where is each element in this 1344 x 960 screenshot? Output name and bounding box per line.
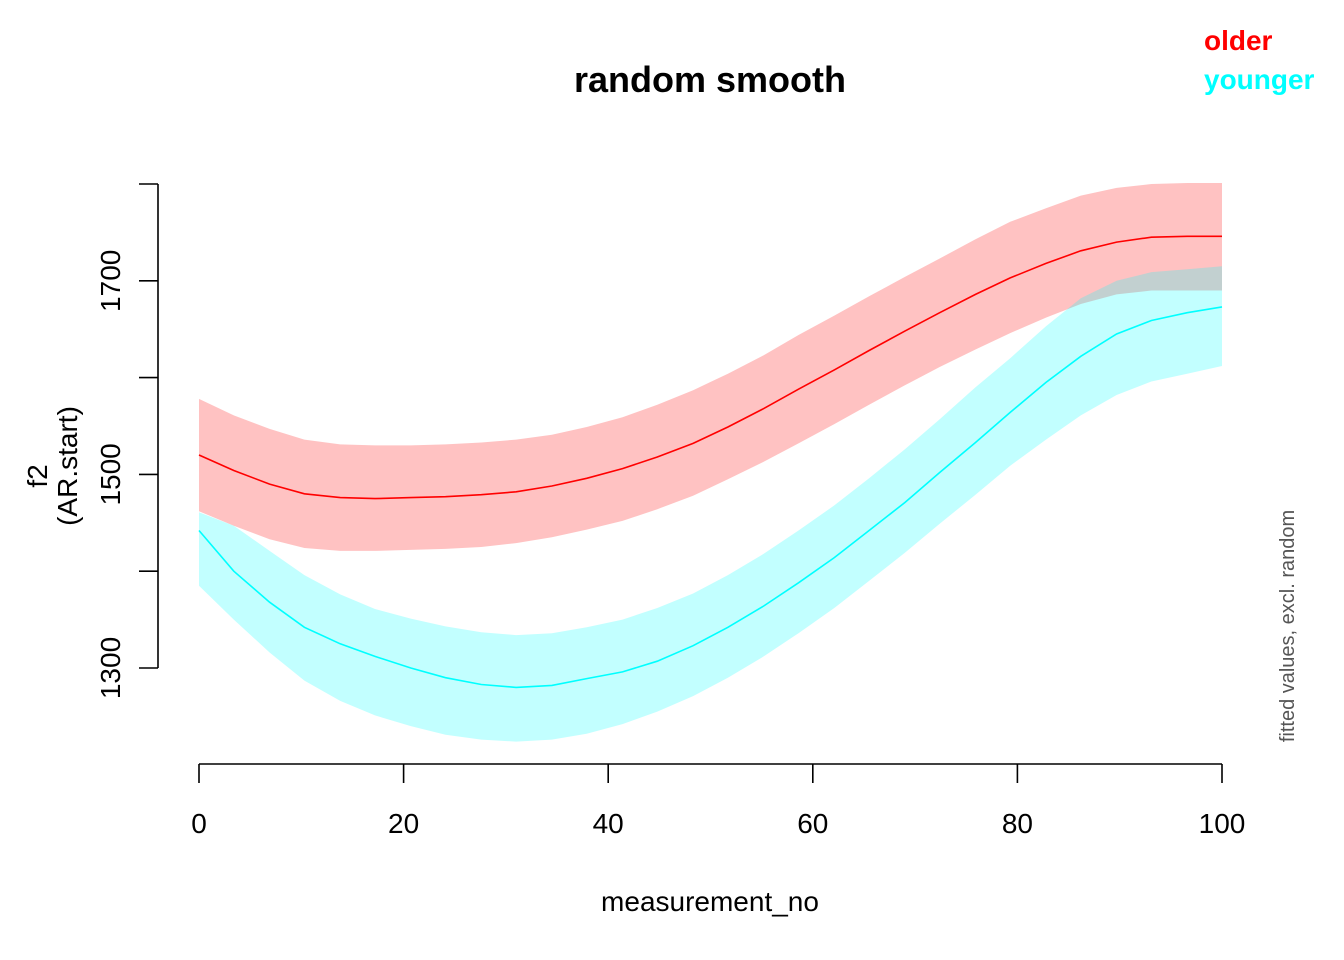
confidence-band-younger: [199, 266, 1222, 742]
y-axis: 1300 1500 1700: [95, 183, 159, 699]
fit-line-younger: [198, 306, 1223, 689]
chart-title: random smooth: [574, 59, 846, 100]
y-tick-label: 1300: [95, 637, 126, 699]
y-axis-label-line2: (AR.start): [52, 406, 83, 526]
x-tick-label: 20: [388, 808, 419, 839]
legend-entry-older: older: [1204, 25, 1273, 56]
legend-entry-younger: younger: [1204, 64, 1315, 95]
x-tick-label: 100: [1199, 808, 1246, 839]
y-tick-label: 1700: [95, 250, 126, 312]
x-tick-label: 40: [593, 808, 624, 839]
side-note: fitted values, excl. random: [1277, 510, 1299, 742]
x-axis-label: measurement_no: [601, 886, 819, 917]
confidence-band-older: [199, 183, 1222, 551]
x-tick-label: 0: [191, 808, 207, 839]
fit-lines: [198, 235, 1223, 689]
legend: older younger: [1204, 25, 1315, 95]
x-tick-label: 60: [797, 808, 828, 839]
y-axis-label-line1: f2: [22, 464, 53, 487]
confidence-bands: [199, 183, 1222, 742]
x-tick-label: 80: [1002, 808, 1033, 839]
fit-line-older: [198, 235, 1222, 500]
y-tick-label: 1500: [95, 443, 126, 505]
x-axis: 0 20 40 60 80 100: [191, 763, 1246, 839]
